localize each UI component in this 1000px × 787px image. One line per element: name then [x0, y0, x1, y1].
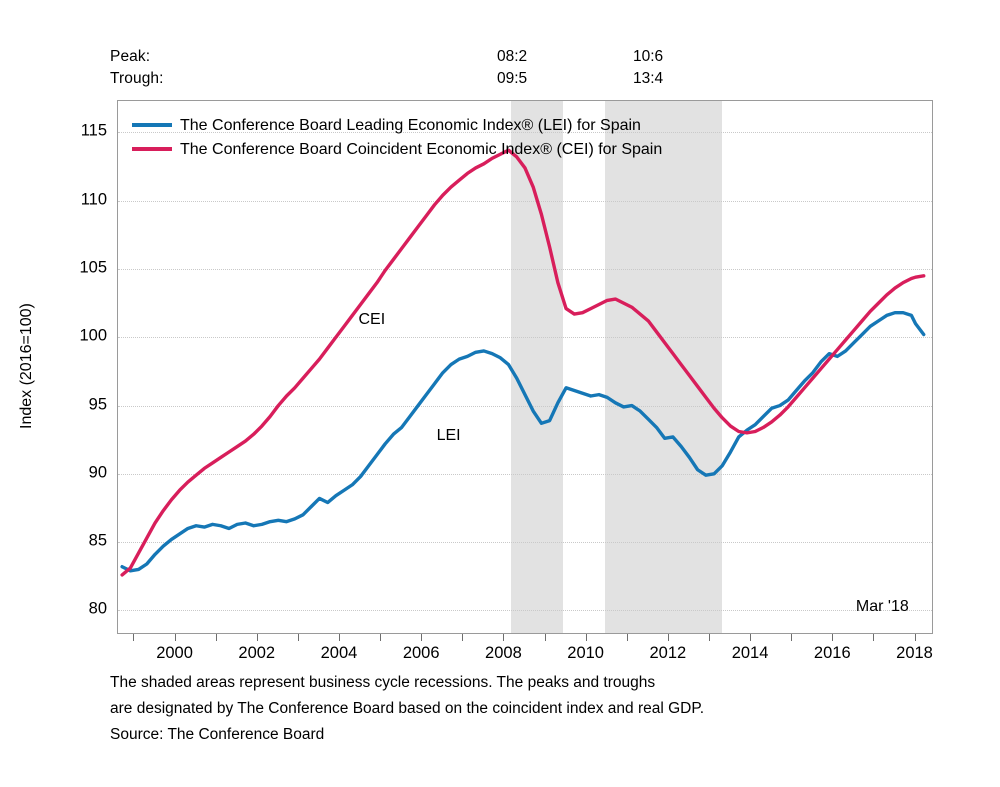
x-tick-2012 — [667, 634, 669, 641]
x-tick-2003 — [297, 634, 299, 641]
x-tick-label-2016: 2016 — [813, 644, 851, 662]
x-tick-2000 — [174, 634, 176, 641]
gridline-115 — [118, 132, 932, 134]
plot-area: CEI LEI Mar '18 The Conference Board Leadi… — [117, 100, 933, 634]
x-tick-label-2012: 2012 — [649, 644, 687, 662]
y-tick-label-80: 80 — [88, 599, 107, 618]
plot-inner: CEI LEI Mar '18 The Conference Board Leadi… — [118, 101, 932, 633]
y-tick-label-110: 110 — [80, 190, 107, 209]
x-tick-label-2004: 2004 — [320, 644, 358, 662]
y-tick-label-90: 90 — [88, 463, 107, 482]
footnote-line-3: Source: The Conference Board — [110, 726, 325, 743]
x-tick-2016 — [832, 634, 834, 641]
x-tick-label-2014: 2014 — [731, 644, 769, 662]
x-tick-2006 — [421, 634, 423, 641]
trough-row-label: Trough: — [110, 70, 164, 87]
legend-swatch-lei — [132, 123, 172, 127]
peak-row-label: Peak: — [110, 48, 151, 65]
footnote-line-1: The shaded areas represent business cycl… — [110, 674, 656, 691]
gridline-80 — [118, 610, 932, 612]
y-tick-label-85: 85 — [88, 531, 107, 550]
recession-band-2 — [605, 101, 723, 633]
x-tick-2004 — [338, 634, 340, 641]
series-line-lei — [120, 310, 926, 573]
x-tick-label-2000: 2000 — [156, 644, 193, 662]
x-tick-2015 — [791, 634, 793, 641]
x-tick-1999 — [133, 634, 135, 641]
gridline-105 — [118, 268, 932, 270]
gridline-90 — [118, 473, 932, 475]
annotation-cei: CEI — [358, 311, 386, 329]
series-lines — [120, 148, 926, 577]
gridline-85 — [118, 542, 932, 544]
y-axis-title: Index (2016=100) — [18, 303, 35, 429]
footnote-line-2: are designated by The Conference Board b… — [110, 700, 704, 717]
x-tick-2007 — [462, 634, 464, 641]
x-tick-2018 — [914, 634, 916, 641]
x-tick-2013 — [708, 634, 710, 641]
legend-label-cei: The Conference Board Coincident Economic… — [180, 141, 663, 158]
y-tick-label-115: 115 — [80, 121, 107, 140]
x-tick-label-2010: 2010 — [567, 644, 604, 662]
x-tick-2005 — [380, 634, 382, 641]
y-tick-label-100: 100 — [79, 326, 107, 345]
x-tick-2001 — [215, 634, 217, 641]
x-tick-2010 — [585, 634, 587, 641]
x-tick-2011 — [626, 634, 628, 641]
gridline-110 — [118, 200, 932, 202]
x-tick-2002 — [256, 634, 258, 641]
peak-date-2: 10:6 — [633, 48, 664, 65]
x-tick-label-2002: 2002 — [238, 644, 276, 662]
x-tick-2014 — [750, 634, 752, 641]
peak-date-1: 08:2 — [497, 48, 528, 65]
trough-date-1: 09:5 — [497, 70, 528, 87]
x-tick-2008 — [503, 634, 505, 641]
x-tick-2009 — [544, 634, 546, 641]
legend-label-lei: The Conference Board Leading Economic In… — [180, 117, 641, 134]
x-tick-label-2008: 2008 — [485, 644, 522, 662]
x-tick-2017 — [873, 634, 875, 641]
y-tick-label-105: 105 — [79, 258, 107, 277]
trough-date-2: 13:4 — [633, 70, 664, 87]
annotation-last-point: Mar '18 — [855, 598, 909, 616]
x-tick-label-2006: 2006 — [402, 644, 440, 662]
gridline-100 — [118, 337, 932, 339]
legend-swatch-cei — [132, 147, 172, 151]
gridline-95 — [118, 405, 932, 407]
recession-band-1 — [511, 101, 563, 633]
y-tick-label-95: 95 — [88, 395, 107, 414]
annotation-lei: LEI — [436, 427, 461, 445]
x-tick-label-2018: 2018 — [896, 644, 933, 662]
series-line-cei — [120, 148, 926, 577]
